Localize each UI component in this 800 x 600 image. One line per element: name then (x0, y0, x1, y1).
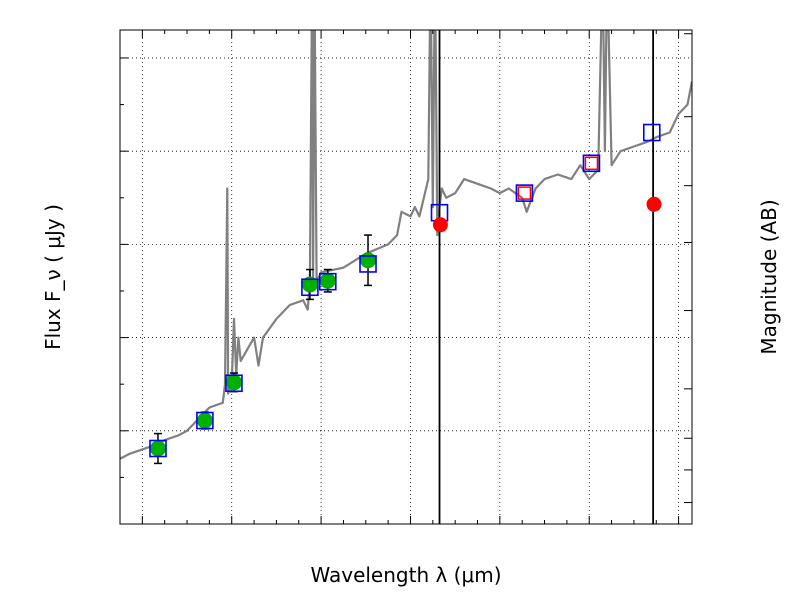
spectrum-layer (120, 30, 692, 460)
plot-frame (119, 29, 693, 525)
model-square (225, 374, 243, 393)
model-square (359, 255, 377, 273)
observed-point (196, 412, 213, 429)
observed-point (360, 252, 377, 269)
limit-point (646, 196, 662, 212)
observed-point (319, 272, 336, 289)
limit-point (432, 217, 448, 233)
observed-red-square (517, 186, 532, 200)
tick-layer (119, 30, 692, 525)
model-square (301, 278, 319, 297)
model-square (196, 411, 214, 430)
model-square (582, 154, 601, 173)
observed-red-square (584, 156, 599, 171)
model-square (642, 123, 661, 142)
model-square (318, 272, 337, 291)
x-axis-label: Wavelength λ (μm) (310, 563, 501, 587)
marker-layer (149, 123, 662, 465)
right-axis-label: Magnitude (AB) (757, 199, 781, 354)
observed-point (149, 440, 166, 457)
model-square (515, 184, 534, 202)
y-axis-label: Flux F_ν ( μJy ) (41, 204, 65, 350)
observed-point (301, 276, 318, 293)
model-spectrum-line (120, 30, 692, 460)
model-square (149, 439, 167, 458)
observed-point (225, 374, 242, 391)
vline-layer (438, 30, 655, 524)
